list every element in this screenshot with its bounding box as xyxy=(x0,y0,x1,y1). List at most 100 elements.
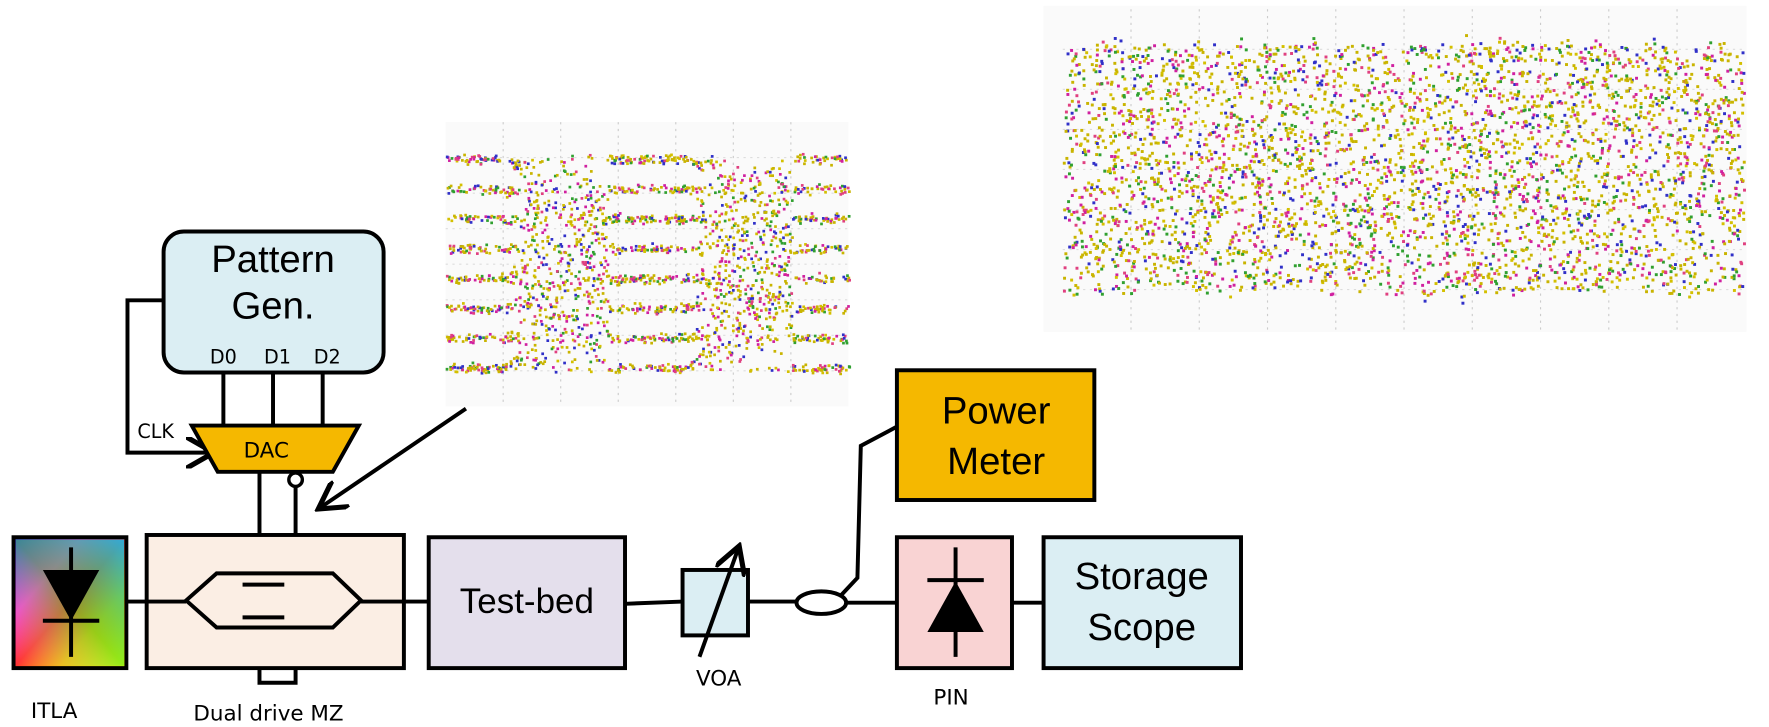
eye-sample xyxy=(1244,59,1247,62)
eye-sample xyxy=(1201,187,1204,190)
eye-sample xyxy=(565,331,568,334)
eye-sample xyxy=(1648,254,1651,257)
eye-sample xyxy=(519,296,522,299)
eye-sample xyxy=(1684,155,1687,158)
eye-sample xyxy=(1186,59,1189,62)
eye-sample xyxy=(797,188,800,191)
eye-sample xyxy=(1546,188,1549,191)
eye-sample xyxy=(592,301,595,304)
eye-sample xyxy=(1606,235,1609,238)
eye-sample xyxy=(1131,60,1134,63)
eye-sample xyxy=(710,368,713,371)
eye-sample xyxy=(671,217,674,220)
eye-sample xyxy=(1234,231,1237,234)
eye-sample xyxy=(581,328,584,331)
eye-sample xyxy=(1210,153,1213,156)
eye-sample xyxy=(652,155,655,158)
eye-sample xyxy=(552,206,555,209)
eye-sample xyxy=(1382,43,1385,46)
eye-sample xyxy=(1508,107,1511,110)
eye-sample xyxy=(1238,92,1241,95)
eye-sample xyxy=(621,154,624,157)
eye-sample xyxy=(838,218,841,221)
eye-sample xyxy=(1467,225,1470,228)
eye-sample xyxy=(686,186,689,189)
eye-sample xyxy=(1352,203,1355,206)
eye-sample xyxy=(545,216,548,219)
eye-sample xyxy=(676,337,679,340)
eye-sample xyxy=(1105,118,1108,121)
eye-sample xyxy=(649,336,652,339)
eye-sample xyxy=(569,186,572,189)
eye-sample xyxy=(770,220,773,223)
eye-sample xyxy=(707,160,710,163)
eye-sample xyxy=(562,165,565,168)
eye-sample xyxy=(1308,257,1311,260)
eye-sample xyxy=(797,192,800,195)
eye-sample xyxy=(1121,166,1124,169)
eye-sample xyxy=(1140,180,1143,183)
eye-sample xyxy=(465,191,468,194)
eye-sample xyxy=(790,324,793,327)
eye-sample xyxy=(624,274,627,277)
eye-sample xyxy=(524,161,527,164)
eye-sample xyxy=(468,252,471,255)
eye-sample xyxy=(586,266,589,269)
eye-sample xyxy=(1137,182,1140,185)
eye-sample xyxy=(1500,140,1503,143)
eye-sample xyxy=(1422,196,1425,199)
eye-sample xyxy=(1563,188,1566,191)
eye-sample xyxy=(719,265,722,268)
eye-sample xyxy=(728,351,731,354)
eye-sample xyxy=(730,361,733,364)
eye-sample xyxy=(1083,221,1086,224)
eye-sample xyxy=(1601,176,1604,179)
eye-sample xyxy=(542,247,545,250)
eye-sample xyxy=(1428,195,1431,198)
eye-sample xyxy=(666,251,669,254)
eye-sample xyxy=(1482,118,1485,121)
eye-sample xyxy=(1596,277,1599,280)
eye-sample xyxy=(724,245,727,248)
eye-sample xyxy=(1494,172,1497,175)
eye-sample xyxy=(1086,102,1089,105)
eye-sample xyxy=(1251,115,1254,118)
eye-sample xyxy=(495,188,498,191)
eye-sample xyxy=(596,315,599,318)
eye-sample xyxy=(1500,155,1503,158)
eye-sample xyxy=(681,333,684,336)
eye-sample xyxy=(1450,46,1453,49)
eye-sample xyxy=(1161,57,1164,60)
eye-sample xyxy=(1231,279,1234,282)
eye-sample xyxy=(1409,106,1412,109)
eye-sample xyxy=(1140,157,1143,160)
eye-sample xyxy=(446,156,449,159)
eye-sample xyxy=(640,161,643,164)
eye-sample xyxy=(634,312,637,315)
eye-sample xyxy=(819,305,822,308)
eye-sample xyxy=(735,334,738,337)
eye-sample xyxy=(692,276,695,279)
eye-sample xyxy=(1402,230,1405,233)
eye-sample xyxy=(680,220,683,223)
eye-sample xyxy=(679,365,682,368)
eye-sample xyxy=(614,191,617,194)
eye-sample xyxy=(1325,208,1328,211)
eye-sample xyxy=(1236,116,1239,119)
eye-sample xyxy=(1581,286,1584,289)
eye-sample xyxy=(1301,103,1304,106)
eye-sample xyxy=(1114,72,1117,75)
eye-sample xyxy=(1197,141,1200,144)
eye-sample xyxy=(1465,93,1468,96)
eye-sample xyxy=(698,216,701,219)
eye-sample xyxy=(1250,160,1253,163)
eye-sample xyxy=(506,196,509,199)
eye-sample xyxy=(1576,80,1579,83)
eye-sample xyxy=(1160,107,1163,110)
eye-sample xyxy=(494,305,497,308)
eye-sample xyxy=(1679,239,1682,242)
eye-sample xyxy=(779,240,782,243)
eye-sample xyxy=(1453,143,1456,146)
eye-sample xyxy=(1411,262,1414,265)
eye-sample xyxy=(1200,200,1203,203)
